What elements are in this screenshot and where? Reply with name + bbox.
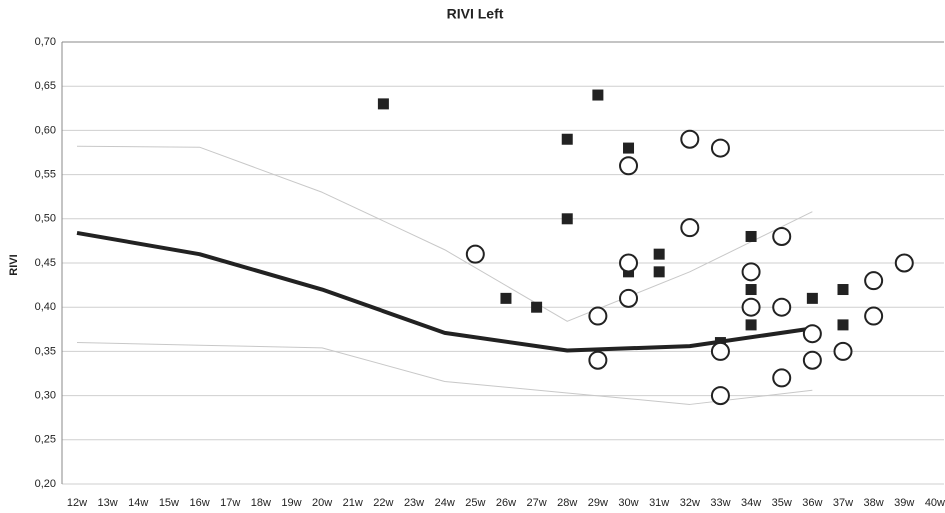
- x-tick-label: 40w: [925, 497, 945, 509]
- y-tick-label: 0,65: [35, 80, 56, 92]
- circle-point: [802, 350, 822, 370]
- square-point: [837, 319, 849, 331]
- x-tick-label: 34w: [741, 497, 761, 509]
- line: [76, 342, 813, 405]
- x-tick-label: 15w: [159, 497, 179, 509]
- x-tick-label: 23w: [404, 497, 424, 509]
- circle-point: [741, 262, 761, 282]
- circle-point: [619, 253, 639, 273]
- y-axis-label: RIVI: [8, 254, 20, 275]
- square-point: [745, 284, 757, 296]
- x-tick-label: 25w: [465, 497, 485, 509]
- x-tick-label: 29w: [588, 497, 608, 509]
- y-tick-label: 0,60: [35, 124, 56, 136]
- circle-point: [619, 156, 639, 176]
- x-tick-label: 32w: [680, 497, 700, 509]
- square-point: [561, 213, 573, 225]
- circle-point: [894, 253, 914, 273]
- square-point: [653, 248, 665, 260]
- y-tick-label: 0,25: [35, 434, 56, 446]
- circle-point: [465, 244, 485, 264]
- line: [76, 230, 813, 353]
- square-point: [531, 301, 543, 313]
- square-point: [653, 266, 665, 278]
- x-tick-label: 28w: [557, 497, 577, 509]
- square-point: [377, 98, 389, 110]
- circle-point: [864, 306, 884, 326]
- square-point: [837, 284, 849, 296]
- circle-point: [680, 218, 700, 238]
- circle-point: [772, 368, 792, 388]
- circle-point: [588, 306, 608, 326]
- y-tick-label: 0,40: [35, 301, 56, 313]
- circle-point: [833, 341, 853, 361]
- y-tick-label: 0,35: [35, 345, 56, 357]
- x-tick-label: 38w: [864, 497, 884, 509]
- square-point: [592, 89, 604, 101]
- circle-point: [864, 271, 884, 291]
- square-point: [745, 230, 757, 242]
- circle-point: [680, 129, 700, 149]
- x-tick-label: 16w: [189, 497, 209, 509]
- chart-title: RIVI Left: [447, 6, 504, 22]
- x-tick-label: 12w: [67, 497, 87, 509]
- square-point: [623, 142, 635, 154]
- x-tick-label: 31w: [649, 497, 669, 509]
- x-tick-label: 21w: [343, 497, 363, 509]
- line: [76, 145, 813, 322]
- x-tick-label: 22w: [373, 497, 393, 509]
- x-tick-label: 17w: [220, 497, 240, 509]
- circle-point: [802, 324, 822, 344]
- x-tick-label: 20w: [312, 497, 332, 509]
- y-tick-label: 0,20: [35, 478, 56, 490]
- y-tick-label: 0,30: [35, 390, 56, 402]
- square-point: [500, 292, 512, 304]
- circle-point: [588, 350, 608, 370]
- x-tick-label: 14w: [128, 497, 148, 509]
- circle-point: [710, 341, 730, 361]
- x-tick-label: 37w: [833, 497, 853, 509]
- circle-point: [710, 386, 730, 406]
- square-point: [561, 133, 573, 145]
- x-tick-label: 35w: [772, 497, 792, 509]
- x-tick-label: 27w: [527, 497, 547, 509]
- y-tick-label: 0,50: [35, 213, 56, 225]
- square-point: [745, 319, 757, 331]
- circle-point: [619, 288, 639, 308]
- x-tick-label: 26w: [496, 497, 516, 509]
- x-tick-label: 30w: [618, 497, 638, 509]
- x-tick-label: 13w: [98, 497, 118, 509]
- circle-point: [772, 297, 792, 317]
- square-point: [806, 292, 818, 304]
- x-tick-label: 18w: [251, 497, 271, 509]
- circle-point: [741, 297, 761, 317]
- y-tick-label: 0,70: [35, 36, 56, 48]
- x-tick-label: 24w: [435, 497, 455, 509]
- x-tick-label: 36w: [802, 497, 822, 509]
- y-tick-label: 0,45: [35, 257, 56, 269]
- circle-point: [772, 226, 792, 246]
- x-tick-label: 19w: [281, 497, 301, 509]
- x-tick-label: 33w: [710, 497, 730, 509]
- y-tick-label: 0,55: [35, 169, 56, 181]
- circle-point: [710, 138, 730, 158]
- x-tick-label: 39w: [894, 497, 914, 509]
